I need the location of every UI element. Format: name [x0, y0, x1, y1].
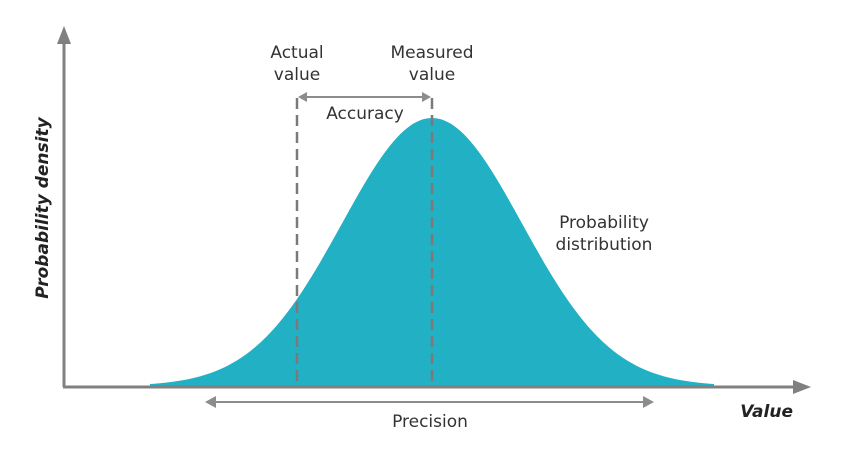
precision-label: Precision: [392, 412, 468, 432]
measured-value-label-line2: value: [409, 65, 455, 85]
x-axis: [63, 380, 811, 394]
measured-value-label-line1: Measured: [390, 43, 473, 63]
x-axis-label: Value: [740, 402, 793, 422]
probability-distribution-label-line1: Probability: [559, 213, 649, 233]
actual-value-label-line1: Actual: [270, 43, 323, 63]
probability-distribution-label-line2: distribution: [556, 235, 653, 255]
actual-value-label-line2: value: [274, 65, 320, 85]
y-axis-label: Probability density: [33, 116, 53, 298]
accuracy-arrow: [298, 92, 431, 102]
accuracy-label: Accuracy: [326, 104, 404, 124]
y-axis-arrowhead: [57, 26, 71, 44]
y-axis: [57, 26, 71, 387]
x-axis-arrowhead: [793, 380, 811, 394]
precision-arrow: [205, 396, 654, 408]
